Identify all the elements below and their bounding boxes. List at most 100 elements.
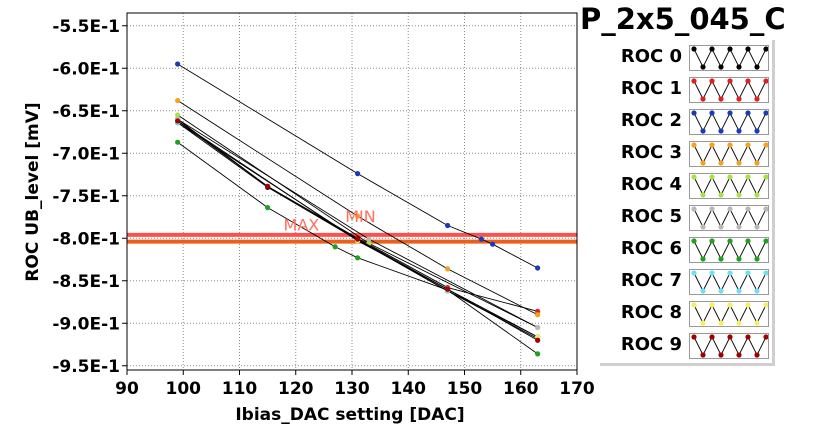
data-point xyxy=(535,324,541,331)
legend-item: ROC 7 xyxy=(600,266,772,296)
data-point xyxy=(355,213,361,219)
series-line-segment xyxy=(267,186,358,240)
series-line-segment xyxy=(177,63,358,175)
x-tick-label: 150 xyxy=(447,379,483,399)
legend-label: ROC 5 xyxy=(620,206,682,227)
x-tick-label: 120 xyxy=(278,379,314,399)
legend-symbol xyxy=(689,77,769,103)
y-tick-label: -9.0E-1 xyxy=(52,314,120,334)
series-line-segment xyxy=(447,268,538,316)
y-tick-label: -7.5E-1 xyxy=(52,187,120,207)
data-point xyxy=(366,236,372,242)
series-line-segment xyxy=(447,288,538,338)
data-point xyxy=(175,118,181,124)
grid-lines xyxy=(127,13,577,370)
series-line-segment xyxy=(177,141,268,209)
legend-label: ROC 0 xyxy=(620,46,682,67)
series-line-segment xyxy=(177,120,358,242)
legend-symbol xyxy=(689,173,769,199)
data-point xyxy=(445,222,451,229)
legend-item: ROC 4 xyxy=(600,170,772,200)
legend-label: ROC 2 xyxy=(620,110,682,131)
legend-item: ROC 1 xyxy=(600,74,772,104)
series-line-segment xyxy=(267,207,336,248)
series-layer xyxy=(175,61,541,357)
data-point xyxy=(265,183,271,189)
series-line-segment xyxy=(357,237,448,288)
legend-label: ROC 9 xyxy=(620,334,682,355)
series-line-segment xyxy=(357,238,448,290)
series-line-segment xyxy=(447,225,482,240)
legend-symbol xyxy=(689,45,769,71)
legend-item: ROC 6 xyxy=(600,234,772,264)
x-tick-label: 130 xyxy=(334,379,370,399)
legend-symbol xyxy=(689,237,769,263)
x-axis-label: Ibias_DAC setting [DAC] xyxy=(235,405,464,425)
x-tick-label: 100 xyxy=(166,379,202,399)
series-line-segment xyxy=(368,242,538,328)
data-point xyxy=(445,266,451,272)
series-line-segment xyxy=(357,257,448,291)
annotation-min: MIN xyxy=(345,207,376,226)
legend-item: ROC 2 xyxy=(600,106,772,136)
legend-symbol xyxy=(689,301,769,327)
legend: ROC 0 ROC 1 ROC 2 ROC 3 ROC 4 ROC 5 ROC 6 ROC 7… xyxy=(600,40,775,366)
legend-label: ROC 7 xyxy=(620,270,682,291)
axis-ticks: 90 100 110 120 130 140 150 160 170 -5.5E-1 -6.0E-1… xyxy=(52,17,595,399)
series-line-segment xyxy=(357,215,448,270)
annotation-max: MAX xyxy=(284,216,320,235)
legend-item: ROC 5 xyxy=(600,202,772,232)
legend-label: ROC 1 xyxy=(620,78,682,99)
legend-label: ROC 4 xyxy=(620,174,682,195)
data-point xyxy=(175,97,181,104)
series-roc-5 xyxy=(175,116,541,331)
x-tick-label: 170 xyxy=(559,379,595,399)
data-point xyxy=(490,241,496,247)
data-point xyxy=(355,255,361,261)
data-point xyxy=(175,112,181,118)
x-tick-label: 160 xyxy=(503,379,539,399)
series-line-segment xyxy=(447,288,538,341)
data-point xyxy=(265,205,271,211)
y-tick-label: -6.0E-1 xyxy=(52,59,120,79)
series-roc-3 xyxy=(175,97,541,318)
legend-label: ROC 8 xyxy=(620,302,682,323)
legend-item: ROC 0 xyxy=(600,42,772,72)
legend-symbol xyxy=(689,109,769,135)
series-line-segment xyxy=(177,122,268,188)
legend-symbol xyxy=(689,269,769,295)
series-line-segment xyxy=(334,246,358,259)
x-tick-label: 110 xyxy=(222,379,258,399)
legend-item: ROC 3 xyxy=(600,138,772,168)
data-point xyxy=(175,61,181,67)
legend-item: ROC 8 xyxy=(600,298,772,328)
legend-label: ROC 6 xyxy=(620,238,682,259)
y-tick-label: -6.5E-1 xyxy=(52,102,120,122)
data-point xyxy=(535,312,541,318)
series-line-segment xyxy=(177,118,370,240)
legend-symbol xyxy=(689,333,769,359)
data-point xyxy=(535,351,541,357)
y-tick-label: -7.0E-1 xyxy=(52,144,120,164)
legend-symbol xyxy=(689,141,769,167)
series-line-segment xyxy=(492,243,538,269)
data-point xyxy=(535,337,541,343)
series-line-segment xyxy=(177,120,268,187)
data-point xyxy=(175,139,181,145)
y-axis-label: ROC UB_level [mV] xyxy=(23,102,43,281)
data-point xyxy=(355,236,361,242)
series-roc-6 xyxy=(175,139,541,357)
x-tick-label: 90 xyxy=(115,379,139,399)
y-tick-label: -8.0E-1 xyxy=(52,229,120,249)
legend-symbol xyxy=(689,205,769,231)
data-point xyxy=(332,244,338,250)
series-line-segment xyxy=(447,289,538,355)
legend-item: ROC 9 xyxy=(600,330,772,360)
y-tick-label: -9.5E-1 xyxy=(52,357,120,377)
series-line-segment xyxy=(177,100,358,217)
series-line-segment xyxy=(368,238,538,328)
series-roc-2 xyxy=(175,61,541,271)
data-point xyxy=(445,286,451,292)
data-point xyxy=(478,236,484,242)
